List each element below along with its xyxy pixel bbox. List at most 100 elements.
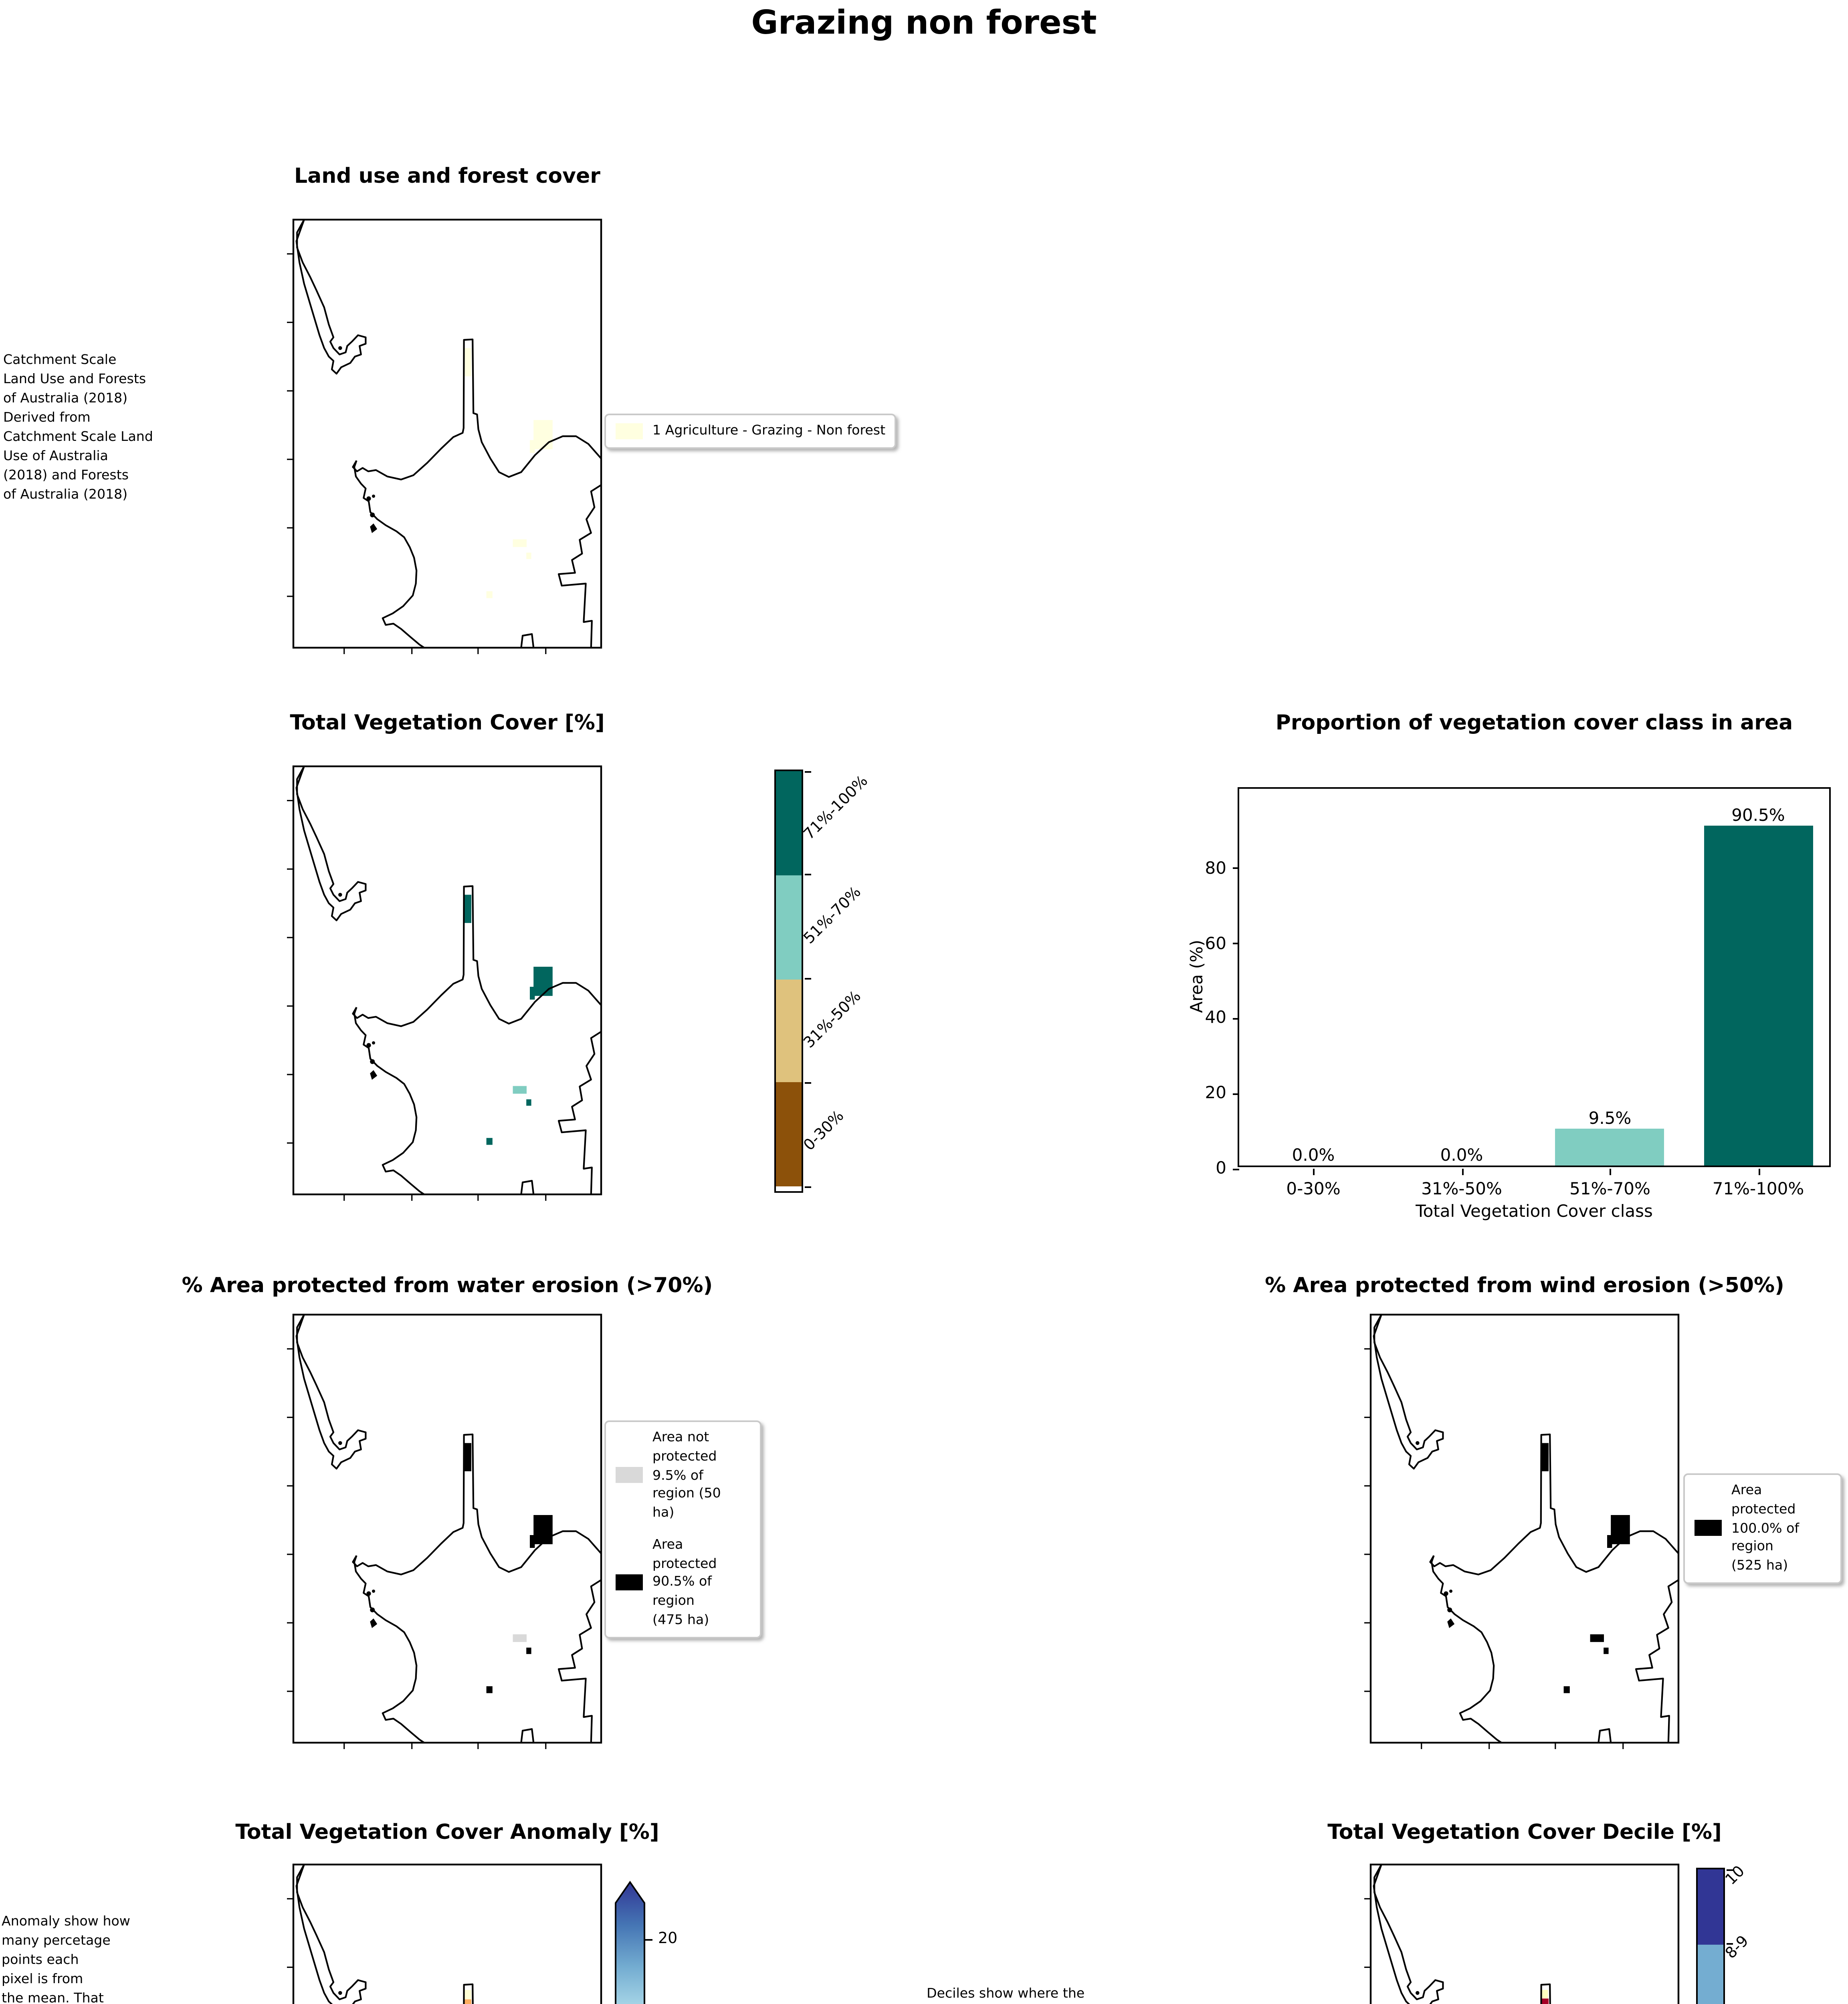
- colorbar-tick: [804, 978, 811, 980]
- legend-entry: Area protected 90.5% of region (475 ha): [606, 1529, 760, 1637]
- map-data-pixel: [526, 552, 531, 559]
- bar-chart-plot: 0.0% 0-30% 0.0% 31%-50% 9.5% 51%-70% 90.5% 71%-…: [1205, 787, 1831, 1198]
- map-data-pixel: [526, 1647, 531, 1654]
- coastline: [352, 338, 602, 481]
- coastline: [1635, 1579, 1679, 1743]
- map-data-pixel: [533, 420, 553, 449]
- anomaly-colorbar-tick-label: 20: [658, 1930, 678, 1948]
- colorbar-class-label: 31%-50%: [800, 987, 864, 1052]
- coastline: [1429, 1433, 1679, 1576]
- bar-value-label: 9.5%: [1588, 1110, 1632, 1129]
- colorbar-class-label: 10: [1722, 1863, 1748, 1889]
- water-erosion-map-title: % Area protected from water erosion (>70…: [182, 1275, 713, 1299]
- x-tick: [1610, 1168, 1612, 1174]
- map-data-pixel: [1541, 1990, 1548, 1998]
- bar-chart-title: Proportion of vegetation cover class in …: [1275, 712, 1793, 736]
- x-tick: [1758, 1168, 1760, 1174]
- colorbar-class-label: 71%-100%: [800, 772, 871, 844]
- colorbar-tick: [804, 770, 811, 772]
- coastline: [295, 218, 367, 375]
- bar-51%-70%: [1555, 1129, 1665, 1165]
- coastline: [295, 1863, 367, 2004]
- y-tick: [1233, 1093, 1239, 1095]
- coastline: [520, 633, 535, 648]
- area-not-protected-swatch: [616, 1467, 643, 1484]
- vegcover-map: [287, 765, 602, 1201]
- anomaly-map-title: Total Vegetation Cover Anomaly [%]: [235, 1821, 659, 1845]
- colorbar-tick: [804, 1082, 811, 1084]
- x-tick-label: 31%-50%: [1421, 1179, 1502, 1198]
- colorbar-segment: [775, 771, 802, 875]
- coastline: [352, 885, 602, 1027]
- coastline: [520, 1180, 535, 1195]
- coastline: [353, 1555, 425, 1743]
- bar-chart-xlabel: Total Vegetation Cover class: [1416, 1202, 1653, 1222]
- coastline: [557, 484, 602, 648]
- y-tick-label: 0: [1216, 1159, 1226, 1178]
- coastline: [557, 1579, 602, 1743]
- coastline: [295, 765, 367, 921]
- x-tick: [1313, 1168, 1315, 1174]
- coastline: [1598, 1728, 1612, 1743]
- y-tick: [1233, 867, 1239, 869]
- page-title: Grazing non forest: [751, 3, 1097, 42]
- map-data-pixel: [464, 1443, 471, 1471]
- y-tick: [1233, 1168, 1239, 1170]
- decile-map-title: Total Vegetation Cover Decile [%]: [1327, 1821, 1722, 1845]
- y-tick-label: 60: [1205, 934, 1227, 953]
- coastline: [353, 1007, 425, 1195]
- coastline: [1373, 1863, 1444, 2004]
- anomaly-explanation: Anomaly show how many percetage points e…: [2, 1913, 130, 2004]
- y-tick: [1233, 1018, 1239, 1020]
- water-erosion-legend: Area not protected 9.5% of region (50 ha…: [604, 1420, 761, 1638]
- map-frame: [292, 1313, 602, 1744]
- wind-erosion-map-title: % Area protected from wind erosion (>50%…: [1265, 1275, 1784, 1299]
- landuse-source-note: Catchment Scale Land Use and Forests of …: [3, 351, 153, 502]
- map-data-pixel: [464, 1990, 471, 2000]
- colorbar-segment: [775, 875, 802, 979]
- coastline: [295, 1313, 367, 1470]
- map-frame: [292, 1863, 602, 2004]
- bar-value-label: 0.0%: [1292, 1145, 1335, 1165]
- colorbar-class-label: 0-30%: [800, 1108, 847, 1156]
- anomaly-map: [287, 1863, 602, 2004]
- map-frame: [292, 765, 602, 1196]
- map-data-pixel: [1611, 1515, 1630, 1544]
- wind-erosion-map: [1364, 1313, 1680, 1749]
- coastline: [353, 460, 425, 648]
- landuse-legend: 1 Agriculture - Grazing - Non forest: [604, 414, 897, 449]
- map-data-pixel: [1541, 1998, 1549, 2004]
- vegcover-colorbar: 71%-100% 51%-70% 31%-50% 0-30%: [774, 770, 871, 1192]
- legend-entry: Area protected 100.0% of region (525 ha): [1685, 1475, 1840, 1582]
- map-data-pixel: [464, 1999, 471, 2004]
- coastline: [1540, 1983, 1551, 2004]
- colorbar-class-label: 8-9: [1722, 1933, 1752, 1964]
- coastline: [1430, 1555, 1502, 1743]
- y-tick-label: 80: [1205, 859, 1227, 878]
- map-data-pixel: [1541, 1443, 1549, 1471]
- colorbar-segment: [775, 1083, 802, 1187]
- map-data-pixel: [533, 967, 553, 996]
- coastline: [520, 1728, 535, 1743]
- bar-chart-ylabel: Area (%): [1188, 939, 1207, 1013]
- map-data-pixel: [533, 1515, 553, 1544]
- colorbar-segment: [775, 979, 802, 1083]
- colorbar-tick: [804, 874, 811, 876]
- landuse-map: [287, 218, 602, 654]
- coastline: [463, 1983, 474, 2004]
- map-data-pixel: [530, 987, 535, 1000]
- decile-explanation: Deciles show where the pixel value lies …: [927, 1985, 1085, 2001]
- map-data-pixel: [486, 1138, 493, 1145]
- vegcover-map-title: Total Vegetation Cover [%]: [290, 712, 605, 736]
- y-tick-label: 40: [1205, 1009, 1227, 1028]
- colorbar-segment: [1697, 1944, 1723, 2004]
- map-data-pixel: [464, 348, 471, 376]
- anomaly-colorbar-bar: [614, 1881, 644, 2004]
- x-tick-label: 51%-70%: [1569, 1179, 1650, 1198]
- map-frame: [292, 218, 602, 649]
- colorbar-tick: [1726, 1869, 1733, 1870]
- wind-erosion-legend: Area protected 100.0% of region (525 ha): [1683, 1473, 1842, 1584]
- area-protected-swatch: [1695, 1520, 1722, 1537]
